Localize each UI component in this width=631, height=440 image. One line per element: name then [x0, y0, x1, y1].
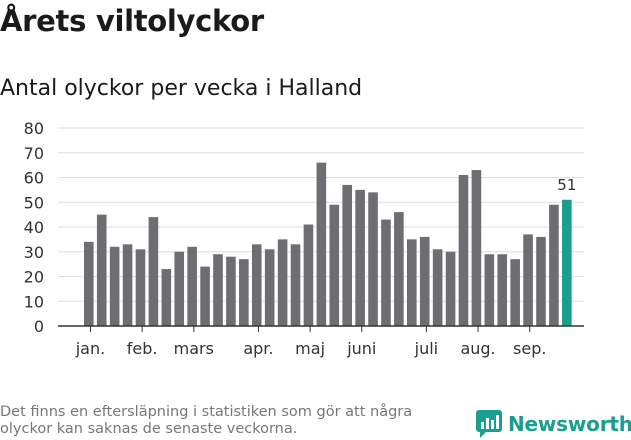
bar: [251, 244, 262, 326]
x-tick-label: apr.: [243, 339, 273, 358]
x-tick-label: maj: [295, 339, 325, 358]
y-tick-label: 60: [24, 169, 44, 188]
bar: [135, 249, 146, 326]
y-tick-label: 50: [24, 193, 44, 212]
footnote: Det finns en eftersläpning i statistiken…: [0, 404, 413, 437]
bar: [84, 241, 94, 326]
page-title: Årets viltolyckor: [0, 4, 264, 38]
bar: [239, 259, 249, 326]
bar-chart: 0 10 20 30 40 50 60 70 80 51 jan. feb. mars apr. maj ju…: [24, 119, 584, 358]
bar: [497, 254, 508, 326]
x-tick-label: aug.: [460, 339, 495, 358]
bar: [368, 192, 378, 326]
bar: [484, 254, 495, 326]
y-tick-label: 70: [24, 144, 44, 163]
y-tick-label: 30: [24, 243, 44, 262]
bar: [381, 219, 391, 326]
bar: [458, 175, 469, 326]
bar: [226, 256, 236, 326]
x-tick-label: sep.: [513, 339, 546, 358]
bar: [122, 244, 133, 326]
bar: [200, 266, 210, 326]
bar: [148, 217, 159, 326]
x-tick-label: juli: [414, 339, 438, 358]
bar: [161, 269, 172, 326]
bar: [109, 246, 120, 326]
bar-highlight: [562, 199, 572, 326]
bar: [549, 204, 559, 326]
bar: [355, 189, 365, 326]
bar: [342, 184, 352, 326]
y-tick-label: 10: [24, 292, 44, 311]
bar: [523, 234, 533, 326]
x-tick-label: mars: [174, 339, 214, 358]
bar: [290, 244, 301, 326]
bar-chart-logo-icon: [476, 410, 502, 438]
y-tick-label: 0: [34, 317, 44, 336]
bar: [536, 236, 546, 326]
data-label: 51: [557, 176, 576, 194]
chart-subtitle: Antal olyckor per vecka i Halland: [0, 76, 363, 101]
bar: [510, 259, 520, 326]
x-tick-label: jan.: [75, 339, 105, 358]
bar: [471, 170, 482, 326]
y-tick-label: 80: [24, 119, 44, 138]
bar: [213, 254, 223, 326]
x-tick-label: feb.: [127, 339, 158, 358]
brand-logo[interactable]: Newsworthy: [476, 408, 631, 440]
bar: [394, 212, 404, 326]
y-tick-label: 40: [24, 218, 44, 237]
bar: [316, 162, 327, 326]
bar: [329, 204, 340, 326]
bar: [96, 214, 107, 326]
bar: [277, 239, 288, 326]
bar: [264, 249, 275, 326]
bar: [419, 236, 430, 326]
y-tick-label: 20: [24, 268, 44, 287]
bar: [187, 246, 197, 326]
bar: [432, 249, 443, 326]
bar: [303, 224, 314, 326]
bar: [445, 251, 456, 326]
brand-name: Newsworthy: [508, 412, 631, 436]
bar: [407, 239, 417, 326]
x-tick-label: juni: [346, 339, 376, 358]
bar: [174, 251, 185, 326]
